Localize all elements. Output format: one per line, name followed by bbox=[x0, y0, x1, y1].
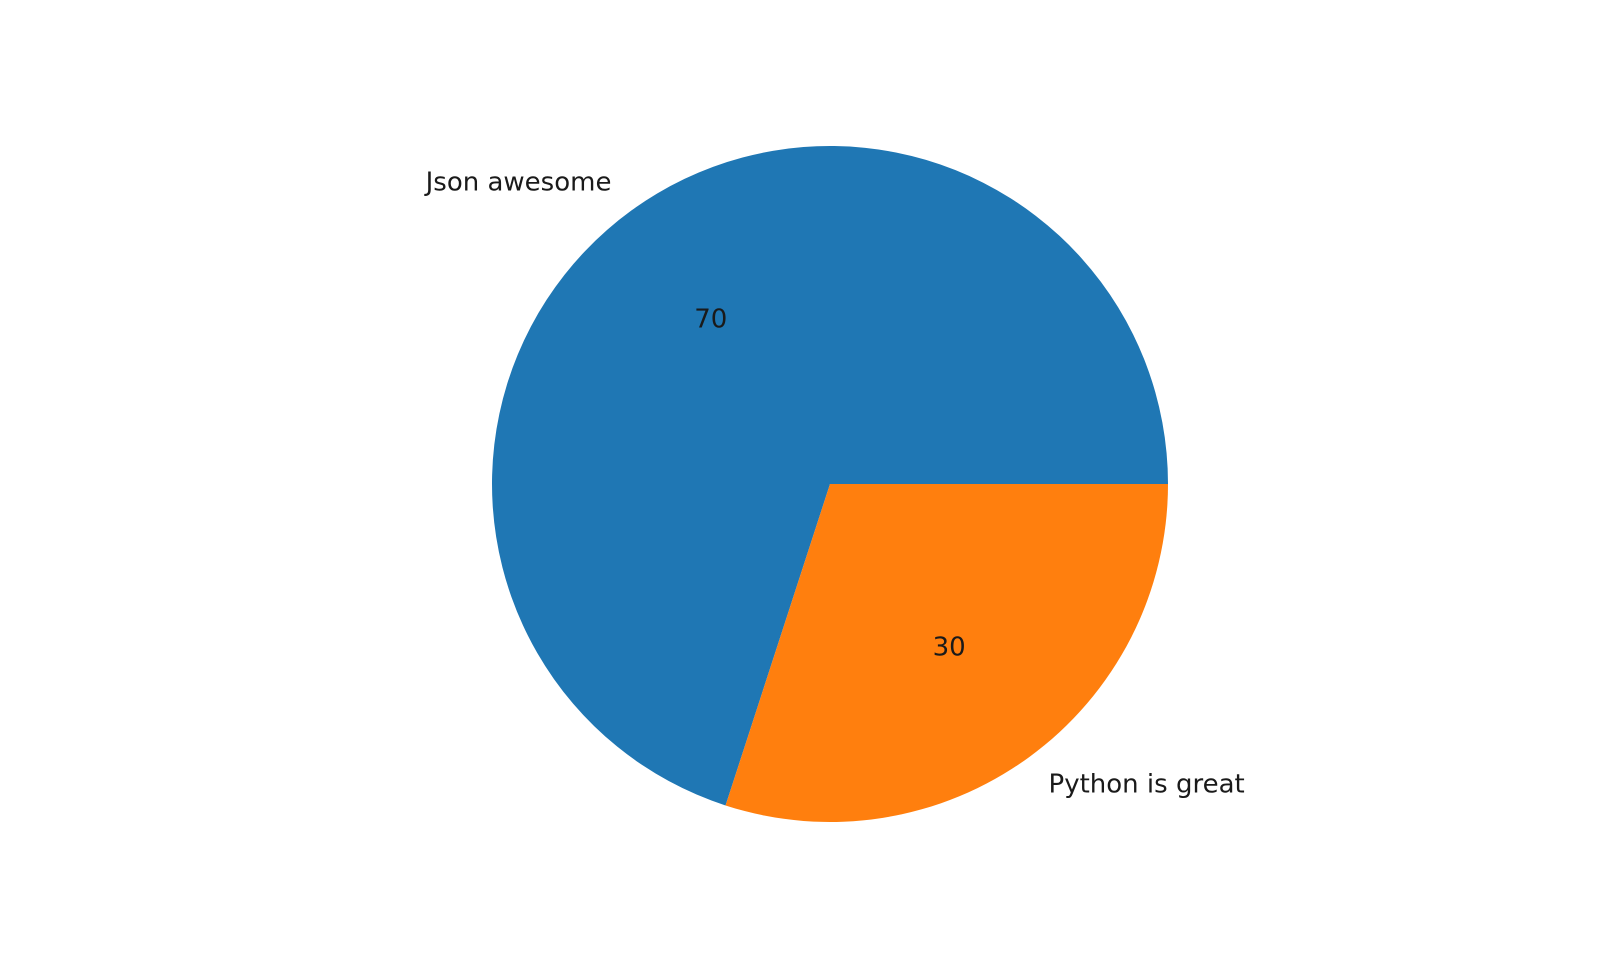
pie-labels: Json awesome 70 Python is great 30 bbox=[424, 168, 1245, 800]
pie-slice-2 bbox=[725, 484, 1168, 822]
pie-value-label: 30 bbox=[933, 633, 966, 663]
pie-value-label: 70 bbox=[694, 304, 727, 334]
pie-slices bbox=[491, 146, 1169, 822]
pie-slice-1 bbox=[491, 146, 1169, 806]
pie-category-label: Json awesome bbox=[424, 168, 612, 198]
pie-category-label: Python is great bbox=[1049, 769, 1245, 799]
